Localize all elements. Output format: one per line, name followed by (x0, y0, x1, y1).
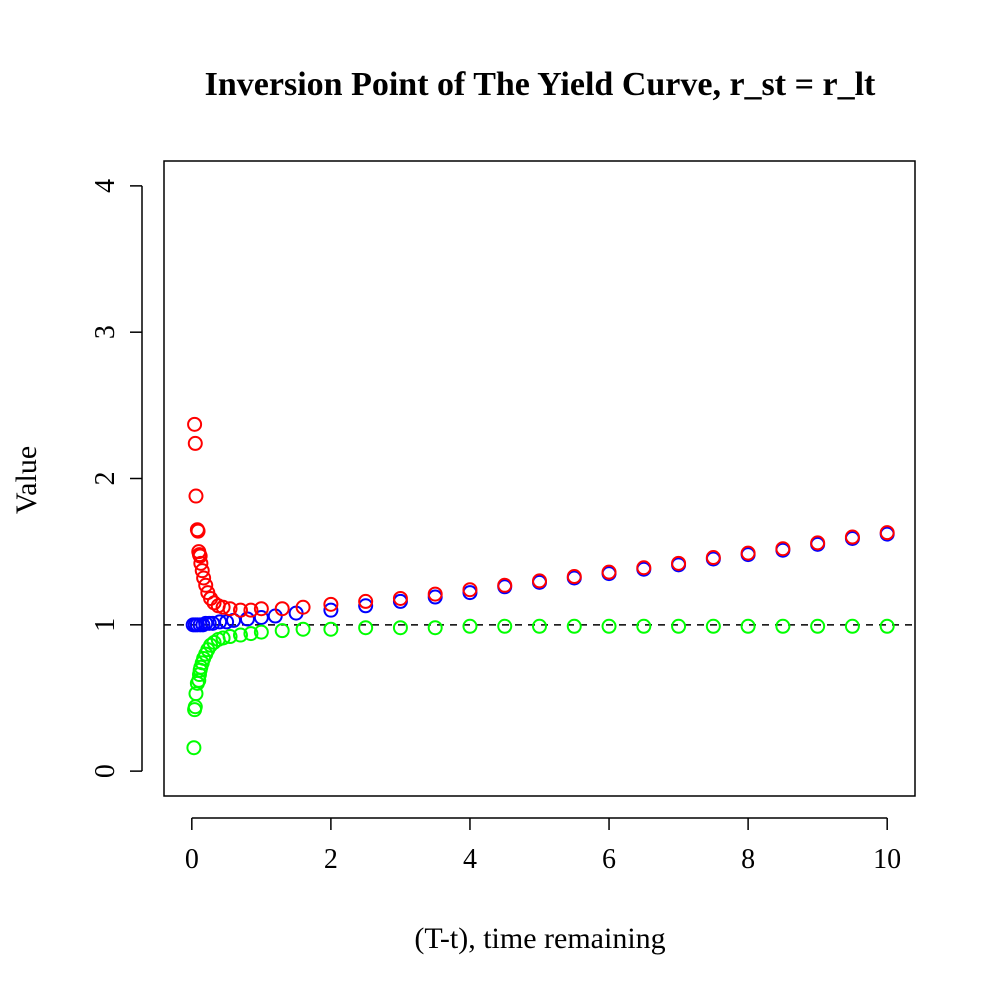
data-point (188, 488, 204, 504)
data-point (636, 618, 652, 634)
data-point (427, 620, 443, 636)
data-point (206, 595, 222, 611)
data-point (187, 416, 203, 432)
data-point (566, 569, 582, 585)
data-point (671, 555, 687, 571)
data-point (671, 618, 687, 634)
y-axis-label: Value (10, 446, 43, 514)
series-layer (185, 416, 895, 756)
y-tick-label: 0 (90, 764, 121, 778)
data-point (212, 614, 228, 630)
axes-layer: 0 2 4 6 8 10 0 1 2 3 4 (90, 160, 916, 875)
data-point (243, 602, 259, 618)
data-point (497, 618, 513, 634)
data-point (740, 545, 756, 561)
data-point (196, 570, 212, 586)
data-point (636, 560, 652, 576)
data-point (601, 564, 617, 580)
data-point (253, 624, 269, 640)
data-point (705, 618, 721, 634)
data-point (295, 599, 311, 615)
x-tick-label: 8 (741, 844, 755, 875)
data-point (222, 601, 238, 617)
data-point (358, 593, 374, 609)
plot-frame (163, 160, 916, 797)
data-point (532, 573, 547, 589)
data-point (810, 618, 826, 634)
data-point (323, 602, 339, 618)
data-point (497, 577, 513, 593)
data-point (243, 626, 259, 642)
data-point (775, 541, 791, 557)
x-tick-label: 0 (185, 844, 199, 875)
data-point (392, 620, 408, 636)
data-point (193, 555, 209, 571)
data-point (462, 582, 478, 598)
series-2 (187, 416, 895, 618)
x-tick-label: 10 (873, 844, 901, 875)
data-point (239, 611, 255, 627)
data-point (810, 535, 826, 551)
data-point (601, 618, 617, 634)
data-point (705, 550, 721, 566)
data-point (323, 596, 339, 612)
data-point (844, 618, 860, 634)
data-point (879, 618, 895, 634)
data-point (205, 615, 221, 631)
data-point (462, 618, 478, 634)
data-point (775, 618, 791, 634)
chart-title: Inversion Point of The Yield Curve, r_st… (205, 66, 876, 103)
data-point (740, 618, 756, 634)
data-point (190, 523, 206, 539)
data-point (274, 623, 290, 639)
data-point (192, 548, 208, 564)
data-point (566, 618, 582, 634)
data-point (187, 435, 203, 451)
data-point (844, 529, 860, 545)
data-point (879, 525, 895, 541)
data-point (222, 629, 238, 645)
data-point (532, 618, 547, 634)
data-point (295, 621, 311, 637)
data-point (194, 563, 210, 579)
data-point (253, 601, 269, 617)
x-tick-label: 2 (324, 844, 338, 875)
data-point (427, 586, 443, 602)
data-point (215, 599, 231, 615)
y-tick-label: 3 (90, 325, 121, 339)
data-point (232, 602, 248, 618)
data-point (219, 614, 235, 630)
y-tick-label: 2 (90, 472, 121, 486)
data-point (392, 590, 408, 606)
x-axis-label: (T-t), time remaining (414, 922, 665, 955)
data-point (253, 609, 269, 625)
data-point (206, 634, 222, 650)
data-point (232, 627, 248, 643)
data-point (186, 740, 202, 756)
x-tick-label: 4 (463, 844, 477, 875)
data-point (198, 577, 214, 593)
data-point (215, 630, 231, 646)
y-tick-label: 1 (90, 618, 121, 632)
data-point (323, 621, 339, 637)
series-3 (186, 618, 895, 756)
data-point (358, 598, 374, 614)
y-tick-label: 4 (90, 179, 121, 193)
data-point (358, 620, 374, 636)
data-point (274, 601, 290, 617)
x-tick-label: 6 (602, 844, 616, 875)
